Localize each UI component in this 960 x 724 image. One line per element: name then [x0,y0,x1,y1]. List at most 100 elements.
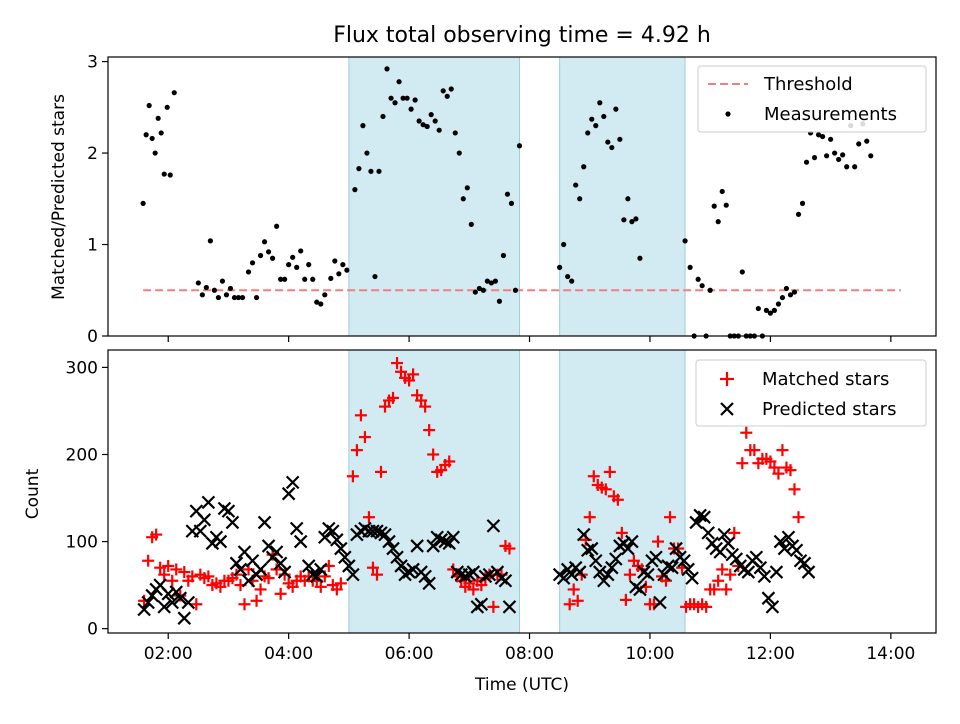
matched-star-marker [370,568,383,581]
measurement-point [328,275,334,281]
matched-star-marker [154,561,167,574]
matched-star-marker [395,365,408,378]
measurement-point [372,273,378,280]
predicted-star-marker [177,611,192,625]
matched-star-marker [664,511,677,524]
measurement-point [294,264,300,270]
measurement-point [245,269,252,275]
predicted-star-marker [773,534,788,549]
matched-star-marker [346,470,359,483]
measurement-point [314,299,320,305]
matched-star-marker [427,448,440,461]
predicted-star-marker [697,510,711,524]
measurement-point [844,164,850,170]
x-tick-label: 14:00 [866,644,915,664]
predicted-star-marker [777,541,792,556]
matched-star-marker [623,568,636,581]
measurement-point [811,155,818,161]
top-legend-box [697,65,927,133]
y-tick-label: 100 [66,533,98,553]
legend-matched-label: Matched stars [762,369,889,390]
measurement-point [597,100,603,106]
measurement-point [360,123,366,129]
matched-star-marker [190,598,203,611]
predicted-star-marker [765,600,780,614]
measurement-point [819,133,826,140]
measurement-point [140,200,146,206]
matched-star-marker [387,391,400,404]
measurement-point [368,168,374,174]
matched-star-marker [587,470,600,483]
predicted-star-marker [580,543,595,558]
measurement-point [581,164,587,170]
matched-star-marker [254,583,267,596]
matched-star-marker [720,583,733,596]
measurement-point [199,292,205,298]
measurement-point [416,118,422,124]
predicted-star-marker [225,515,240,530]
x-tick-label: 08:00 [505,644,554,664]
matched-star-marker [158,568,171,581]
measurement-point [211,287,217,293]
predicted-star-marker [394,559,408,573]
measurement-point [364,150,370,156]
measurement-point [269,255,276,261]
measurement-point [480,287,486,293]
predicted-star-marker [205,536,220,551]
measurement-point [161,171,167,177]
measurement-point [207,238,213,244]
measurement-point [424,123,430,130]
measurement-point [577,196,583,202]
measurement-point [298,248,304,254]
measurement-point [231,294,238,301]
y-tick-label: 1 [87,236,98,256]
measurement-point [396,79,402,85]
measurement-point [219,278,226,284]
predicted-star-marker [641,567,655,582]
shaded-interval [559,56,686,337]
predicted-star-marker [761,591,776,605]
measurement-point [468,221,474,227]
measurement-point [448,86,454,92]
predicted-star-marker [338,550,352,565]
predicted-star-marker [277,565,292,579]
predicted-star-marker [281,486,296,501]
predicted-star-marker [390,550,404,565]
predicted-star-marker [313,562,328,577]
predicted-star-marker [801,565,816,579]
matched-star-marker [740,426,753,439]
measurement-point [687,264,693,270]
matched-star-marker [391,357,404,370]
measurement-point [763,307,769,313]
measurement-point [573,182,579,188]
measurement-point [356,166,362,172]
matched-star-marker [764,455,777,468]
predicted-star-marker [293,534,308,549]
measurement-point [456,150,462,156]
measurement-point [621,217,627,223]
predicted-star-marker [257,515,272,530]
matched-star-marker [503,542,516,555]
top-data-points [140,66,874,339]
measurement-point [565,273,571,280]
matched-star-marker [166,574,179,587]
predicted-star-marker [498,573,513,588]
measurement-point [682,238,688,244]
measurement-point [699,283,705,289]
measurement-point [832,150,838,156]
measurement-point [380,113,386,120]
matched-star-marker [286,580,299,593]
matched-star-marker [567,583,580,596]
measurement-point [856,141,862,147]
x-tick-label: 02:00 [144,644,193,664]
x-tick-label: 06:00 [385,644,434,664]
measurement-point [605,139,611,145]
predicted-star-marker [478,569,493,584]
measurement-point [265,249,272,255]
predicted-star-marker [382,534,396,549]
measurement-point [428,112,434,118]
bottom-legend-box [695,359,927,427]
measurement-point [452,130,458,136]
bottom-y-axis-label: Count [23,468,43,519]
matched-star-marker [238,598,251,611]
